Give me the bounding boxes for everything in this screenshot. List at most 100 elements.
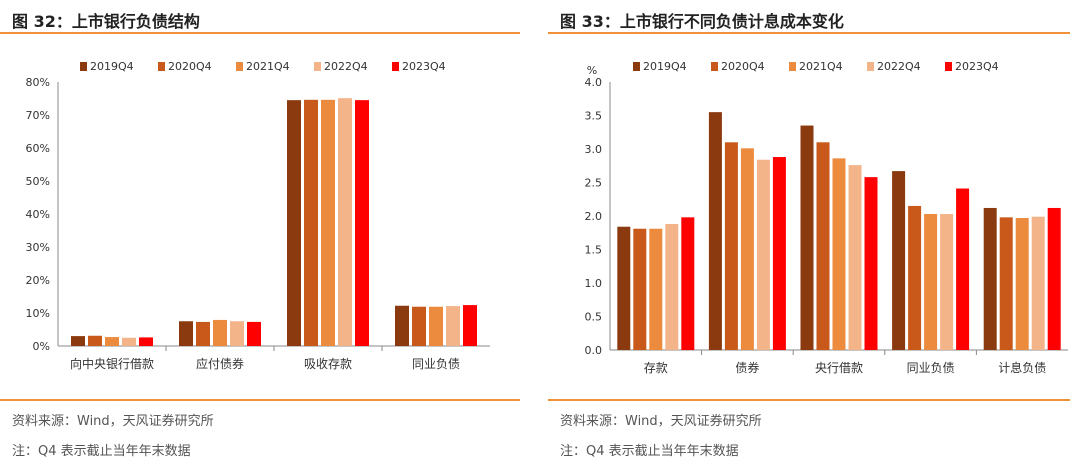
y-tick-label: 40% (26, 208, 50, 221)
bar (179, 321, 193, 346)
legend-swatch (314, 62, 321, 71)
bar (665, 224, 679, 350)
bar (617, 226, 631, 350)
bar (848, 165, 862, 350)
legend-swatch (789, 62, 796, 71)
legend-label: 2022Q4 (877, 60, 921, 73)
bar (956, 188, 970, 350)
bar (908, 205, 922, 350)
bar (395, 305, 409, 346)
bar (999, 217, 1013, 350)
bar (196, 321, 210, 346)
y-tick-label: 10% (26, 307, 50, 320)
chart-title: 图 32：上市银行负债结构 (12, 12, 200, 31)
y-tick-label: 1.5 (585, 244, 603, 257)
x-category-label: 应付债券 (196, 356, 244, 371)
chart-title: 图 33：上市银行不同负债计息成本变化 (560, 12, 844, 31)
y-tick-label: 50% (26, 175, 50, 188)
y-tick-label: 3.5 (585, 110, 603, 123)
bar (429, 306, 443, 346)
bar (681, 217, 695, 350)
y-tick-label: 4.0 (585, 76, 603, 89)
x-category-label: 债券 (735, 360, 759, 375)
y-tick-label: 0% (33, 340, 50, 353)
x-category-label: 央行借款 (815, 361, 863, 375)
bar (772, 157, 786, 350)
bar (213, 319, 227, 346)
bar (940, 213, 954, 350)
note-text: 注：Q4 表示截止当年年末数据 (12, 444, 191, 459)
bar (139, 337, 153, 346)
bar (708, 112, 722, 351)
bar (983, 207, 997, 350)
legend-label: 2023Q4 (955, 60, 999, 73)
bar (924, 213, 938, 350)
y-tick-label: 1.0 (585, 277, 603, 290)
footer-divider (548, 399, 1070, 401)
legend-label: 2022Q4 (324, 60, 368, 73)
y-tick-label: 70% (26, 109, 50, 122)
legend-label: 2021Q4 (246, 60, 290, 73)
bar (756, 159, 770, 350)
y-axis-unit: % (587, 64, 597, 77)
y-tick-label: 0.5 (585, 311, 603, 324)
y-tick-label: 20% (26, 274, 50, 287)
x-category-label: 同业负债 (412, 357, 460, 371)
y-tick-label: 60% (26, 142, 50, 155)
bar (230, 321, 244, 346)
bar (463, 305, 477, 346)
title-divider (0, 32, 520, 34)
liability-cost-panel: 图 33：上市银行不同负债计息成本变化 0.0 0.5 1.0 1.5 2.0 2.5 3.… (548, 0, 1080, 468)
x-category-label: 计息负债 (998, 360, 1046, 375)
liability-cost-chart: 0.0 0.5 1.0 1.5 2.0 2.5 3.0 3.5 4.0% 2019Q4 2020Q4… (585, 60, 1068, 375)
legend-label: 2019Q4 (643, 60, 687, 73)
bar (1047, 207, 1061, 350)
liability-structure-panel: 图 32：上市银行负债结构 0% 10% 20% 30% 40% 50% 60% 70% 80%… (0, 0, 530, 468)
legend-swatch (633, 62, 640, 71)
bar (724, 142, 738, 350)
bar (1031, 216, 1045, 350)
legend-swatch (867, 62, 874, 71)
y-tick-label: 80% (26, 76, 50, 89)
x-category-label: 向中央银行借款 (70, 356, 154, 371)
title-divider (548, 32, 1070, 34)
x-category-label: 存款 (644, 361, 668, 375)
bar (247, 321, 261, 346)
legend-swatch (236, 62, 243, 71)
bar (1015, 218, 1029, 350)
bar (287, 100, 301, 347)
footer-divider (0, 399, 520, 401)
legend-label: 2019Q4 (90, 60, 134, 73)
x-category-label: 吸收存款 (304, 357, 352, 371)
bar (321, 99, 335, 346)
source-text: 资料来源：Wind，天风证券研究所 (12, 414, 214, 429)
y-tick-label: 30% (26, 241, 50, 254)
bar (832, 158, 846, 350)
y-tick-label: 2.5 (585, 177, 603, 190)
bar (355, 100, 369, 347)
bar (892, 171, 906, 350)
bar (800, 125, 814, 350)
bar (105, 337, 119, 346)
legend-swatch (158, 62, 165, 71)
bar (633, 228, 647, 350)
bar (122, 337, 136, 346)
bar (338, 98, 352, 346)
liability-structure-chart: 0% 10% 20% 30% 40% 50% 60% 70% 80% 2019Q4 2020Q4 20… (26, 60, 490, 371)
bar (88, 335, 102, 346)
x-category-label: 同业负债 (907, 361, 955, 375)
y-tick-label: 3.0 (585, 143, 603, 156)
legend-label: 2020Q4 (721, 60, 765, 73)
bar (864, 177, 878, 350)
legend-swatch (80, 62, 87, 71)
legend-swatch (392, 62, 399, 71)
note-text: 注：Q4 表示截止当年年末数据 (560, 444, 739, 459)
legend-swatch (945, 62, 952, 71)
bar (71, 336, 85, 346)
bar (740, 148, 754, 350)
bar (304, 99, 318, 346)
y-tick-label: 0.0 (585, 344, 603, 357)
legend-label: 2021Q4 (799, 60, 843, 73)
bar (816, 142, 830, 350)
bar (412, 306, 426, 346)
